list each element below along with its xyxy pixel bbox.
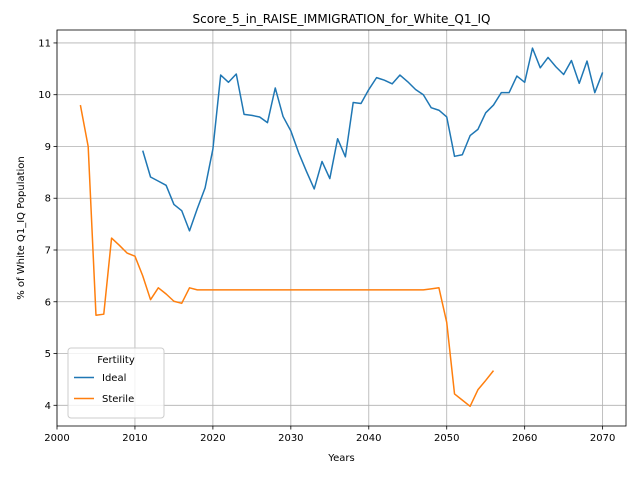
x-tick-label: 2050 (434, 433, 459, 444)
series-line-sterile (79, 104, 495, 408)
x-tick-label: 2020 (200, 433, 225, 444)
legend-title: Fertility (97, 355, 135, 366)
y-tick-label: 4 (45, 401, 51, 412)
legend-box (67, 347, 165, 419)
y-tick-label: 11 (38, 38, 51, 49)
y-tick-label: 8 (45, 194, 51, 205)
x-tick-label: 2010 (122, 433, 147, 444)
legend-label-ideal: Ideal (102, 373, 126, 384)
y-tick-label: 6 (45, 297, 51, 308)
x-axis-label: Years (327, 453, 354, 464)
y-tick-label: 5 (45, 349, 51, 360)
x-tick-label: 2040 (356, 433, 381, 444)
y-tick-label: 7 (45, 246, 51, 257)
series-lines (79, 47, 604, 408)
x-tick-label: 2070 (590, 433, 615, 444)
y-tick-label: 9 (45, 142, 51, 153)
legend: Fertility Ideal Sterile (67, 347, 165, 419)
legend-label-sterile: Sterile (102, 394, 134, 405)
chart-title: Score_5_in_RAISE_IMMIGRATION_for_White_Q… (193, 12, 491, 26)
axis-ticks: 2000 2010 2020 2030 2040 2050 2060 2070 4 5 6 7 8 9 10… (38, 38, 615, 444)
plot-frame (56, 29, 627, 427)
y-tick-label: 10 (38, 90, 51, 101)
x-tick-label: 2030 (278, 433, 303, 444)
series-line-ideal (142, 47, 604, 232)
legend-entries: Ideal Sterile (74, 373, 134, 405)
x-tick-label: 2000 (44, 433, 69, 444)
y-axis-label: % of White Q1_IQ Population (16, 156, 27, 300)
x-tick-label: 2060 (512, 433, 537, 444)
